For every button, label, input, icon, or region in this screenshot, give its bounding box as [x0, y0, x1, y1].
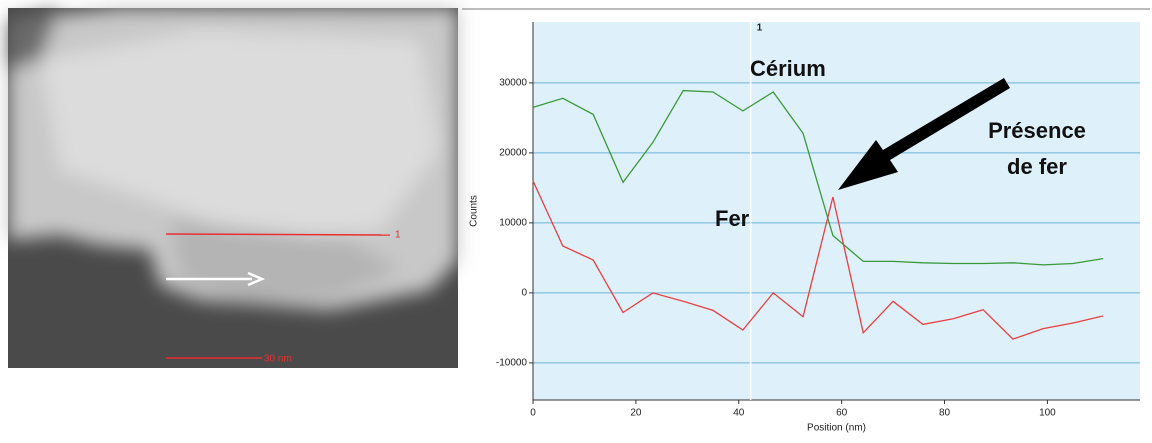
y-tick-label: 10000	[499, 218, 527, 229]
annotation: de fer	[1007, 154, 1067, 179]
y-tick-label: 20000	[499, 148, 527, 159]
chart: -10000 0 10000 20000 30000 0 20 40 60 80 100 Positi…	[462, 8, 1150, 434]
x-tick-label: 60	[836, 408, 848, 419]
y-axis-label: Counts	[469, 195, 480, 227]
series-line	[532, 89, 1104, 266]
series-label: Fer	[715, 206, 750, 231]
profile-label: 1	[395, 230, 401, 241]
y-tick-label: -10000	[496, 358, 528, 369]
x-tick-label: 100	[1039, 408, 1056, 419]
x-tick-label: 40	[733, 408, 745, 419]
white-arrow-head	[247, 271, 266, 287]
x-tick-label: 0	[530, 408, 536, 419]
x-axis-label: Position (nm)	[807, 423, 866, 434]
annotation-arrow	[838, 78, 1010, 190]
series-label: Cérium	[750, 56, 826, 81]
x-tick-label: 80	[939, 408, 951, 419]
micrograph: 1 30 nm	[8, 8, 458, 368]
profile-marker-label: 1	[757, 23, 763, 34]
scale-label: 30 nm	[264, 354, 292, 365]
series-line	[532, 180, 1104, 340]
annotation: Présence	[988, 118, 1086, 143]
profile-line	[165, 233, 391, 236]
y-tick-label: 30000	[499, 78, 527, 89]
x-tick-label: 20	[630, 408, 642, 419]
y-tick-label: 0	[521, 288, 527, 299]
